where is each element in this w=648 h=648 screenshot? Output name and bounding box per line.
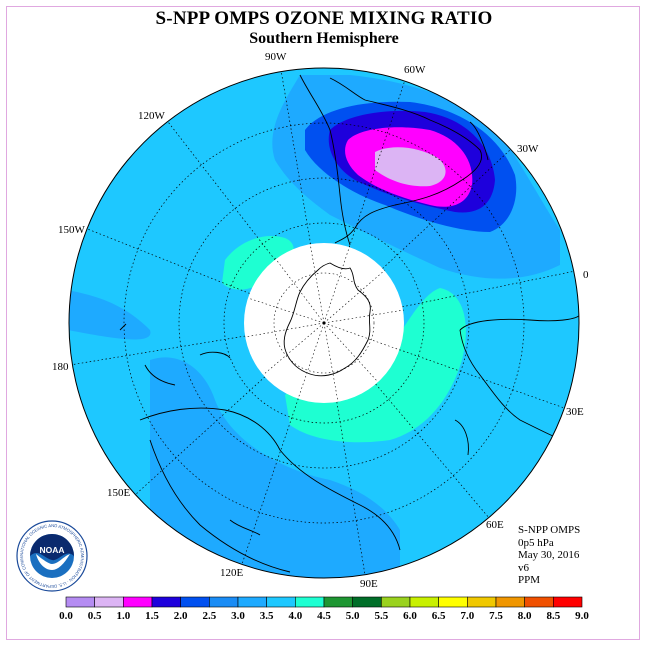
noaa-logo-text: NOAA [39,545,64,555]
colorbar-tick-label: 9.0 [575,610,589,622]
colorbar-tick-label: 4.5 [317,610,331,622]
info-instrument: S-NPP OMPS [518,524,581,536]
lon-label-180: 180 [52,361,69,373]
colorbar-swatch [209,596,239,608]
info-date: May 30, 2016 [518,549,580,561]
colorbar-swatch [323,596,353,608]
map-subtitle: Southern Hemisphere [249,30,399,47]
colorbar-tick-label: 3.5 [260,610,274,622]
map-boundary [68,67,580,579]
lon-label-120e: 120E [220,567,244,579]
colorbar-tick-label: 7.0 [460,610,474,622]
colorbar-swatch [381,596,411,608]
south-pole-marker [322,321,326,325]
colorbar-swatch [495,596,525,608]
colorbar-tick-label: 7.5 [489,610,503,622]
colorbar-tick-label: 1.5 [145,610,159,622]
colorbar-swatch [553,596,583,608]
colorbar-swatch [295,596,325,608]
colorbar-swatch [237,596,267,608]
colorbar-swatch [151,596,181,608]
colorbar-swatch [352,596,382,608]
lon-label-150w: 150W [58,224,86,236]
colorbar-swatch [180,596,210,608]
colorbar-tick-label: 1.0 [116,610,130,622]
colorbar-tick-label: 0.0 [59,610,73,622]
colorbar-tick-label: 2.0 [174,610,188,622]
field-band-3p5-west [222,236,294,290]
colorbar-tick-label: 6.5 [432,610,446,622]
colorbar-tick-label: 2.5 [202,610,216,622]
lon-label-30w: 30W [517,143,539,155]
dataset-info: S-NPP OMPS 0p5 hPa May 30, 2016 v6 PPM [518,524,580,587]
colorbar-tick-label: 5.5 [374,610,388,622]
colorbar-swatch [65,596,95,608]
lon-label-60e: 60E [486,519,504,531]
coastlines [119,74,579,573]
lon-label-30e: 30E [566,406,584,418]
figure-frame [6,6,640,640]
field-band-2p5-south [150,357,400,578]
colorbar-swatch [123,596,153,608]
antarctica-coastline [283,262,371,377]
colorbar-tick-label: 5.0 [346,610,360,622]
lon-label-90e: 90E [360,578,378,590]
field-band-2p5-west [69,290,151,340]
info-pressure-level: 0p5 hPa [518,536,554,549]
lon-label-150e: 150E [107,487,131,499]
map-title: S-NPP OMPS OZONE MIXING RATIO [155,8,493,29]
lon-label-0: 0 [583,269,589,281]
colorbar-swatch [266,596,296,608]
lon-label-120w: 120W [138,110,166,122]
colorbar-tick-label: 6.0 [403,610,417,622]
colorbar-tick-label: 4.0 [288,610,302,622]
colorbar-tick-label: 8.0 [518,610,532,622]
colorbar-swatch [94,596,124,608]
colorbar-tick-label: 3.0 [231,610,245,622]
lon-label-90w: 90W [265,51,287,63]
colorbar-swatch [409,596,439,608]
info-units: PPM [518,574,541,586]
colorbar-swatch [524,596,554,608]
colorbar-tick-label: 0.5 [88,610,102,622]
inner-gridlines [244,242,405,403]
field-band-0p5 [375,147,446,187]
colorbar-swatch [467,596,497,608]
lon-label-60w: 60W [404,64,426,76]
longitude-gridlines [69,69,579,576]
colorbar-swatch [438,596,468,608]
info-version: v6 [518,561,529,574]
colorbar-tick-label: 8.5 [546,610,560,622]
noaa-logo: NATIONAL OCEANIC AND ATMOSPHERIC ADMINIS… [16,520,88,592]
